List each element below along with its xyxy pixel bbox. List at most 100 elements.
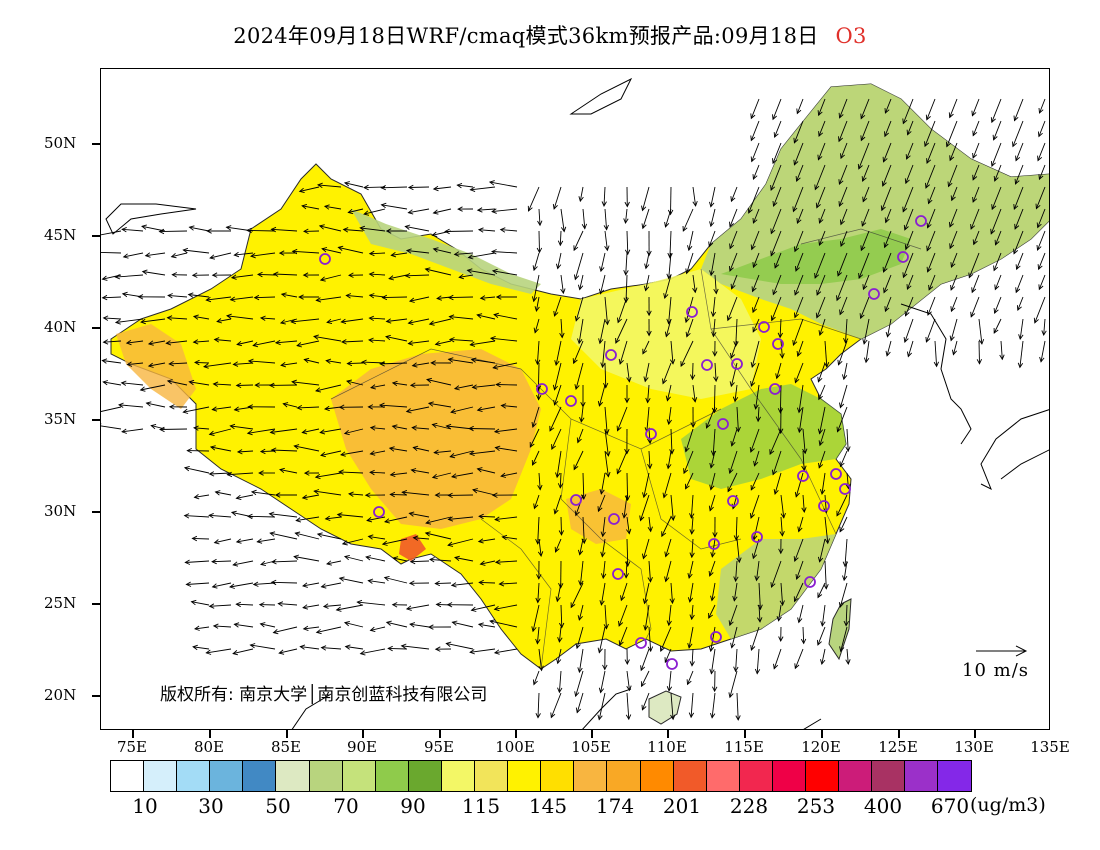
- wind-arrow: [213, 538, 232, 545]
- wind-arrow: [925, 164, 936, 189]
- wind-arrow: [623, 208, 629, 224]
- wind-arrow: [491, 208, 518, 214]
- wind-arrow: [555, 252, 562, 270]
- wind-arrow: [314, 472, 342, 480]
- wind-arrow: [141, 269, 166, 276]
- southeast-green-zone: [716, 534, 836, 639]
- wind-arrow: [236, 449, 254, 455]
- wind-arrow: [380, 202, 408, 210]
- wind-arrow: [536, 230, 543, 254]
- wind-arrow: [299, 644, 320, 650]
- wind-arrow: [688, 692, 695, 719]
- wind-arrow: [407, 340, 430, 346]
- wind-arrow: [387, 645, 408, 652]
- wind-arrow: [576, 428, 584, 444]
- wind-arrow: [816, 274, 826, 296]
- wind-arrow: [863, 340, 870, 364]
- wind-arrow: [212, 623, 232, 629]
- colorbar-swatch: [111, 761, 145, 791]
- wind-arrow: [256, 538, 276, 544]
- wind-arrow: [252, 581, 276, 587]
- wind-arrow: [747, 186, 760, 214]
- wind-arrow: [928, 274, 936, 291]
- wind-arrow: [249, 643, 276, 650]
- wind-arrow: [368, 337, 386, 343]
- wind-arrow: [666, 670, 673, 692]
- city-marker: [605, 349, 617, 361]
- wind-arrow: [216, 318, 232, 324]
- wind-arrow: [236, 340, 254, 347]
- wind-arrow: [259, 448, 276, 455]
- city-marker: [797, 470, 809, 482]
- wind-arrow: [1038, 274, 1046, 291]
- wind-arrow: [778, 626, 784, 642]
- wind-arrow: [818, 450, 826, 469]
- wind-arrow: [795, 560, 804, 580]
- wind-arrow: [597, 384, 606, 407]
- wind-arrow: [885, 340, 892, 357]
- wind-arrow: [664, 318, 672, 338]
- wind-arrow: [600, 516, 606, 538]
- wind-arrow: [727, 472, 738, 493]
- wind-arrow: [326, 560, 342, 566]
- wind-arrow: [552, 362, 562, 391]
- wind-arrow: [469, 340, 496, 347]
- wind-arrow: [708, 494, 716, 512]
- wind-arrow: [626, 362, 632, 383]
- wind-arrow: [212, 381, 232, 387]
- wind-arrow: [992, 120, 1002, 141]
- wind-arrow: [233, 622, 254, 628]
- wind-arrow: [577, 604, 584, 621]
- wind-arrow: [272, 626, 298, 635]
- wind-arrow: [926, 296, 936, 316]
- wind-arrow: [409, 622, 430, 628]
- wind-arrow: [367, 534, 386, 540]
- wind-arrow: [623, 252, 629, 276]
- wind-arrow: [291, 379, 320, 386]
- colorbar-swatch: [375, 761, 409, 791]
- x-label-105e: 105E: [571, 738, 611, 756]
- wind-arrow: [793, 120, 804, 144]
- wind-arrow: [779, 340, 785, 359]
- wind-arrow: [324, 405, 342, 412]
- wind-arrow: [233, 251, 254, 258]
- wind-arrow: [616, 450, 628, 475]
- wind-arrow: [186, 447, 210, 454]
- wind-arrow: [553, 494, 562, 515]
- colorbar-label: 30: [198, 794, 224, 818]
- y-tick: [92, 143, 100, 145]
- wind-arrow: [573, 230, 584, 252]
- wind-arrow: [494, 559, 518, 565]
- wind-arrow: [494, 445, 518, 452]
- wind-arrow: [604, 296, 610, 326]
- wind-arrow: [950, 296, 958, 313]
- wind-arrow: [990, 98, 1002, 124]
- wind-arrow: [659, 626, 672, 653]
- wind-arrow: [575, 692, 584, 714]
- wind-arrow: [426, 377, 452, 386]
- wind-arrow: [553, 296, 562, 317]
- wind-arrow: [1013, 230, 1024, 255]
- wind-arrow: [728, 450, 738, 475]
- wind-arrow: [531, 604, 540, 633]
- wind-arrow: [796, 340, 804, 357]
- x-tick: [744, 730, 746, 738]
- x-label-75e: 75E: [116, 738, 148, 756]
- wind-arrow: [884, 208, 892, 224]
- wind-arrow: [976, 340, 983, 365]
- wind-arrow: [814, 164, 826, 191]
- wind-arrow: [323, 204, 342, 210]
- wind-arrow: [126, 361, 144, 367]
- city-marker: [536, 383, 548, 395]
- wind-arrow: [624, 385, 630, 404]
- wind-arrow: [315, 626, 342, 635]
- y-label-50n: 50N: [44, 134, 77, 152]
- wind-arrow: [661, 516, 672, 538]
- wind-arrow: [183, 465, 210, 474]
- colorbar-swatch: [739, 761, 773, 791]
- x-label-115e: 115E: [724, 738, 764, 756]
- wind-arrow: [556, 648, 562, 665]
- wind-arrow: [926, 142, 936, 165]
- city-marker: [701, 359, 713, 371]
- south-tibet-hotspot: [399, 534, 426, 561]
